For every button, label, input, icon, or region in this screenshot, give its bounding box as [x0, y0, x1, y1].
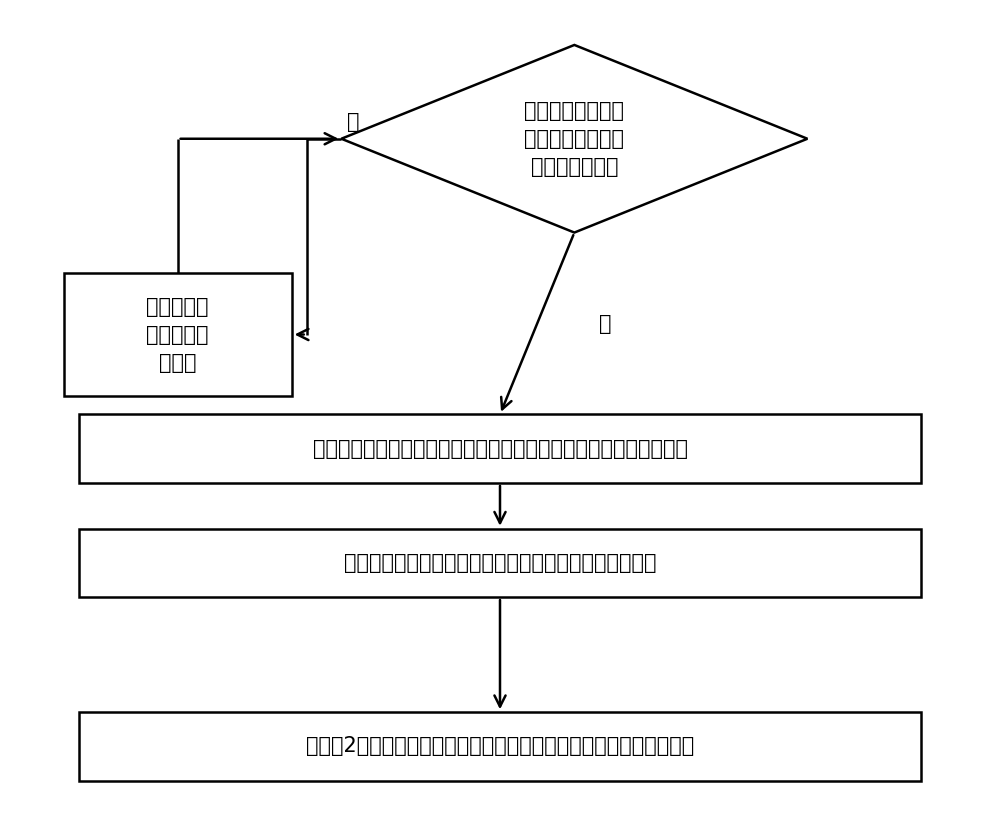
Bar — [79, 529, 921, 597]
Text: 在目标电力系统中的各电力系统碳排放流分布设备上均设置计算单元: 在目标电力系统中的各电力系统碳排放流分布设备上均设置计算单元 — [313, 438, 688, 459]
Text: 各计算单元收集本地的有功功率流动及直接碳排放量信息: 各计算单元收集本地的有功功率流动及直接碳排放量信息 — [344, 553, 656, 573]
Text: 相邻的2个计算单元之间迭代通信，进行全系统碳排放流分布值的计算: 相邻的2个计算单元之间迭代通信，进行全系统碳排放流分布值的计算 — [306, 737, 694, 756]
Bar — [64, 274, 292, 396]
Text: 是: 是 — [599, 313, 612, 334]
Bar — [79, 414, 921, 483]
Text: 否: 否 — [347, 112, 360, 133]
Text: 判断目标电力系统
的网络模型是否为
小世界网络模型: 判断目标电力系统 的网络模型是否为 小世界网络模型 — [524, 101, 624, 177]
Text: 更换目标电
力系统后重
新判断: 更换目标电 力系统后重 新判断 — [146, 297, 209, 372]
Bar — [79, 712, 921, 780]
